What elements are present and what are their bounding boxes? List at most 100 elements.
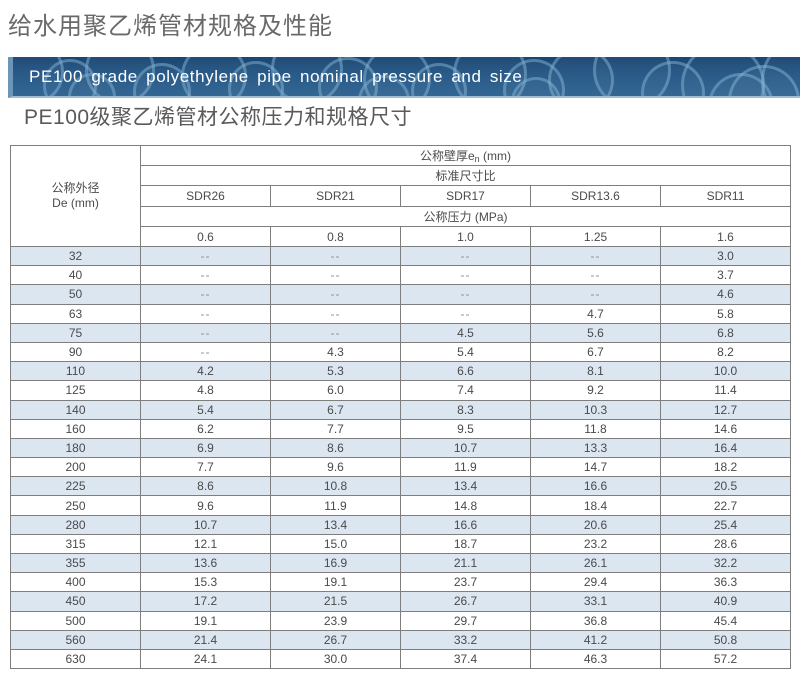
wall-thickness-cell: 3.7 bbox=[660, 265, 791, 286]
wall-thickness-cell: 7.7 bbox=[140, 457, 271, 478]
corner-header-line1: 公称外径 bbox=[51, 181, 100, 195]
table-row: 500 19.1 23.9 29.7 36.8 45.4 bbox=[10, 610, 791, 631]
wall-thickness-cell: 6.7 bbox=[270, 399, 401, 420]
wall-thickness-cell: -- bbox=[400, 284, 531, 305]
wall-thickness-cell: 21.1 bbox=[400, 552, 531, 574]
de-cell: 500 bbox=[10, 610, 141, 631]
wall-thickness-cell: 25.4 bbox=[660, 514, 791, 535]
wall-thickness-cell: -- bbox=[270, 245, 401, 267]
wall-thickness-cell: 4.3 bbox=[270, 341, 401, 363]
wall-thickness-cell: 15.3 bbox=[140, 572, 271, 593]
table-row: 180 6.9 8.6 10.7 13.3 16.4 bbox=[10, 437, 791, 459]
wall-thickness-cell: -- bbox=[140, 303, 271, 324]
de-cell: 75 bbox=[10, 322, 141, 343]
table-row: 50 -- -- -- -- 4.6 bbox=[10, 284, 791, 305]
de-cell: 225 bbox=[10, 476, 141, 497]
wall-thickness-cell: 8.2 bbox=[660, 341, 791, 363]
de-cell: 560 bbox=[10, 629, 141, 650]
corner-header-line2: De (mm) bbox=[52, 196, 99, 210]
table-row: 125 4.8 6.0 7.4 9.2 11.4 bbox=[10, 380, 791, 401]
wall-thickness-cell: 4.2 bbox=[140, 361, 271, 382]
de-cell: 50 bbox=[10, 284, 141, 305]
wall-thickness-cell: -- bbox=[400, 303, 531, 324]
wall-thickness-cell: -- bbox=[530, 245, 661, 267]
wall-thickness-cell: 6.9 bbox=[140, 437, 271, 459]
wall-thickness-cell: 23.2 bbox=[530, 533, 661, 555]
wall-thickness-cell: 7.4 bbox=[400, 380, 531, 401]
wall-thickness-cell: 33.2 bbox=[400, 629, 531, 650]
de-cell: 32 bbox=[10, 245, 141, 267]
wall-thickness-cell: 19.1 bbox=[140, 610, 271, 631]
wall-thickness-cell: 36.8 bbox=[530, 610, 661, 631]
banner-ring-decoration bbox=[761, 57, 800, 96]
table-row: 355 13.6 16.9 21.1 26.1 32.2 bbox=[10, 552, 791, 574]
de-cell: 110 bbox=[10, 361, 141, 382]
wall-thickness-cell: 26.7 bbox=[400, 591, 531, 612]
wall-thickness-cell: 13.4 bbox=[400, 476, 531, 497]
wall-thickness-cell: 5.4 bbox=[140, 399, 271, 420]
wall-thickness-cell: 5.6 bbox=[530, 322, 661, 343]
wall-thickness-suffix: (mm) bbox=[479, 149, 512, 163]
pressure-value-header: 0.6 bbox=[140, 226, 271, 247]
wall-thickness-cell: 11.9 bbox=[400, 457, 531, 478]
sdr-ratio-header: 标准尺寸比 bbox=[140, 165, 791, 186]
wall-thickness-cell: 19.1 bbox=[270, 572, 401, 593]
wall-thickness-cell: 23.9 bbox=[270, 610, 401, 631]
pressure-value-header: 1.6 bbox=[660, 226, 791, 247]
wall-thickness-cell: 12.7 bbox=[660, 399, 791, 420]
table-row: 250 9.6 11.9 14.8 18.4 22.7 bbox=[10, 495, 791, 516]
wall-thickness-cell: 6.0 bbox=[270, 380, 401, 401]
sdr-column-header: SDR21 bbox=[270, 185, 401, 207]
wall-thickness-cell: 16.6 bbox=[400, 514, 531, 535]
subtitle: PE100级聚乙烯管材公称压力和规格尺寸 bbox=[24, 106, 413, 129]
table-row: 630 24.1 30.0 37.4 46.3 57.2 bbox=[10, 648, 791, 670]
wall-thickness-cell: 45.4 bbox=[660, 610, 791, 631]
wall-thickness-cell: -- bbox=[400, 245, 531, 267]
wall-thickness-cell: 18.7 bbox=[400, 533, 531, 555]
wall-thickness-cell: 37.4 bbox=[400, 648, 531, 670]
wall-thickness-cell: 33.1 bbox=[530, 591, 661, 612]
wall-thickness-cell: 57.2 bbox=[660, 648, 791, 670]
wall-thickness-cell: 12.1 bbox=[140, 533, 271, 555]
wall-thickness-cell: -- bbox=[530, 265, 661, 286]
pressure-value-header: 1.0 bbox=[400, 226, 531, 247]
de-cell: 355 bbox=[10, 552, 141, 574]
pressure-header: 公称压力 (MPa) bbox=[140, 206, 791, 227]
de-cell: 315 bbox=[10, 533, 141, 555]
de-cell: 280 bbox=[10, 514, 141, 535]
wall-thickness-cell: 10.8 bbox=[270, 476, 401, 497]
wall-thickness-cell: 4.6 bbox=[660, 284, 791, 305]
wall-thickness-cell: 10.0 bbox=[660, 361, 791, 382]
wall-thickness-cell: 10.7 bbox=[140, 514, 271, 535]
table-row: 140 5.4 6.7 8.3 10.3 12.7 bbox=[10, 399, 791, 420]
wall-thickness-cell: 4.8 bbox=[140, 380, 271, 401]
page-title: 给水用聚乙烯管材规格及性能 bbox=[8, 13, 333, 40]
de-cell: 63 bbox=[10, 303, 141, 324]
table-row: 450 17.2 21.5 26.7 33.1 40.9 bbox=[10, 591, 791, 612]
wall-thickness-cell: 36.3 bbox=[660, 572, 791, 593]
wall-thickness-cell: 16.9 bbox=[270, 552, 401, 574]
wall-thickness-cell: 9.5 bbox=[400, 418, 531, 439]
wall-thickness-cell: 15.0 bbox=[270, 533, 401, 555]
wall-thickness-cell: 3.0 bbox=[660, 245, 791, 267]
de-cell: 40 bbox=[10, 265, 141, 286]
table-row: 400 15.3 19.1 23.7 29.4 36.3 bbox=[10, 572, 791, 593]
wall-thickness-cell: 8.1 bbox=[530, 361, 661, 382]
de-cell: 630 bbox=[10, 648, 141, 670]
sdr-column-header: SDR17 bbox=[400, 185, 531, 207]
table-row: 32 -- -- -- -- 3.0 bbox=[10, 245, 791, 267]
wall-thickness-cell: 14.8 bbox=[400, 495, 531, 516]
wall-thickness-cell: -- bbox=[140, 284, 271, 305]
de-cell: 450 bbox=[10, 591, 141, 612]
wall-thickness-cell: 16.4 bbox=[660, 437, 791, 459]
header-row-wall-thickness: 公称外径 De (mm) 公称壁厚en (mm) bbox=[10, 145, 791, 247]
wall-thickness-cell: 6.2 bbox=[140, 418, 271, 439]
sdr-column-header: SDR13.6 bbox=[530, 185, 661, 207]
table-row: 110 4.2 5.3 6.6 8.1 10.0 bbox=[10, 361, 791, 382]
de-cell: 180 bbox=[10, 437, 141, 459]
wall-thickness-cell: -- bbox=[270, 303, 401, 324]
wall-thickness-cell: 6.8 bbox=[660, 322, 791, 343]
de-cell: 400 bbox=[10, 572, 141, 593]
wall-thickness-cell: 22.7 bbox=[660, 495, 791, 516]
banner-title: PE100 grade polyethylene pipe nominal pr… bbox=[29, 66, 523, 86]
